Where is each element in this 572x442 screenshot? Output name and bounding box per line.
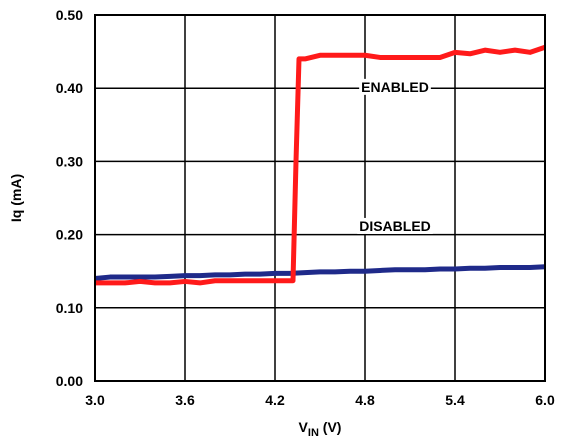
annotation-background: [357, 217, 433, 234]
x-tick-labels: 3.0 3.6 4.2 4.8 5.4 6.0: [85, 392, 555, 408]
y-tick-label: 0.40: [56, 80, 83, 96]
series-layer: [94, 44, 546, 286]
x-tick-label: 6.0: [535, 392, 555, 408]
x-tick-label: 5.4: [445, 392, 465, 408]
plot-background: [95, 15, 545, 381]
x-tick-label: 3.6: [175, 392, 195, 408]
y-tick-label: 0.20: [56, 227, 83, 243]
series-line-enabled: [95, 44, 546, 286]
y-tick-labels: 0.00 0.10 0.20 0.30 0.40 0.50: [56, 7, 83, 389]
series-line-disabled: [94, 264, 546, 282]
x-tick-label: 3.0: [85, 392, 105, 408]
x-axis-title-main: V: [299, 419, 309, 435]
y-tick-label: 0.10: [56, 300, 83, 316]
y-axis-title: Iq (mA): [8, 174, 24, 222]
annotation-background: [359, 78, 431, 95]
annotation-label: ENABLED: [361, 79, 429, 95]
x-axis-title-unit: (V): [319, 419, 342, 435]
annotation-layer: ENABLED DISABLED: [357, 78, 433, 234]
x-tick-label: 4.2: [265, 392, 285, 408]
y-tick-label: 0.50: [56, 7, 83, 23]
plot-frame: [94, 14, 546, 382]
x-tick-label: 4.8: [355, 392, 375, 408]
x-axis-title: VIN (V): [299, 419, 342, 439]
x-axis-title-subscript: IN: [308, 427, 319, 439]
y-tick-label: 0.00: [56, 373, 83, 389]
annotation-label: DISABLED: [359, 218, 431, 234]
y-tick-label: 0.30: [56, 153, 83, 169]
